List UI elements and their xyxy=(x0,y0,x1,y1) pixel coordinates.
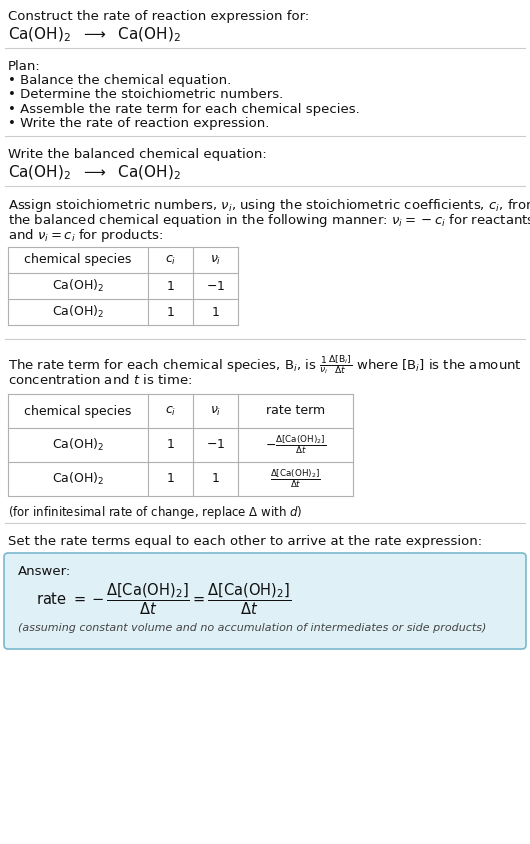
Text: 1: 1 xyxy=(211,473,219,485)
Text: (for infinitesimal rate of change, replace $\Delta$ with $d$): (for infinitesimal rate of change, repla… xyxy=(8,504,303,521)
Text: (assuming constant volume and no accumulation of intermediates or side products): (assuming constant volume and no accumul… xyxy=(18,623,487,633)
Text: 1: 1 xyxy=(166,306,174,318)
Text: Ca(OH)$_2$  $\longrightarrow$  Ca(OH)$_2$: Ca(OH)$_2$ $\longrightarrow$ Ca(OH)$_2$ xyxy=(8,164,181,182)
Text: Ca(OH)$_2$  $\longrightarrow$  Ca(OH)$_2$: Ca(OH)$_2$ $\longrightarrow$ Ca(OH)$_2$ xyxy=(8,25,181,44)
Text: and $\nu_i = c_i$ for products:: and $\nu_i = c_i$ for products: xyxy=(8,226,164,244)
Text: 1: 1 xyxy=(211,306,219,318)
Text: 1: 1 xyxy=(166,439,174,452)
Text: chemical species: chemical species xyxy=(24,253,131,267)
Text: Plan:: Plan: xyxy=(8,59,41,73)
Text: rate term: rate term xyxy=(266,404,325,418)
Text: $-\frac{\Delta[\mathrm{Ca(OH)_2}]}{\Delta t}$: $-\frac{\Delta[\mathrm{Ca(OH)_2}]}{\Delt… xyxy=(265,434,326,457)
Text: • Assemble the rate term for each chemical species.: • Assemble the rate term for each chemic… xyxy=(8,103,360,116)
Text: Set the rate terms equal to each other to arrive at the rate expression:: Set the rate terms equal to each other t… xyxy=(8,534,482,548)
Text: $\nu_i$: $\nu_i$ xyxy=(210,253,221,267)
Text: Construct the rate of reaction expression for:: Construct the rate of reaction expressio… xyxy=(8,10,309,23)
Text: rate $= -\dfrac{\Delta[\mathrm{Ca(OH)_2}]}{\Delta t} = \dfrac{\Delta[\mathrm{Ca(: rate $= -\dfrac{\Delta[\mathrm{Ca(OH)_2}… xyxy=(36,581,292,617)
Text: concentration and $t$ is time:: concentration and $t$ is time: xyxy=(8,374,192,387)
Text: $-1$: $-1$ xyxy=(206,439,225,452)
Text: Assign stoichiometric numbers, $\nu_i$, using the stoichiometric coefficients, $: Assign stoichiometric numbers, $\nu_i$, … xyxy=(8,197,530,214)
Text: chemical species: chemical species xyxy=(24,404,131,418)
Text: the balanced chemical equation in the following manner: $\nu_i = -c_i$ for react: the balanced chemical equation in the fo… xyxy=(8,212,530,229)
Text: Answer:: Answer: xyxy=(18,565,71,578)
Text: $-1$: $-1$ xyxy=(206,279,225,293)
Text: $c_i$: $c_i$ xyxy=(165,253,176,267)
FancyBboxPatch shape xyxy=(4,553,526,649)
Text: Ca(OH)$_2$: Ca(OH)$_2$ xyxy=(52,304,104,320)
Text: • Balance the chemical equation.: • Balance the chemical equation. xyxy=(8,74,231,87)
Text: $c_i$: $c_i$ xyxy=(165,404,176,418)
Text: $\frac{\Delta[\mathrm{Ca(OH)_2}]}{\Delta t}$: $\frac{\Delta[\mathrm{Ca(OH)_2}]}{\Delta… xyxy=(270,468,321,490)
Text: • Write the rate of reaction expression.: • Write the rate of reaction expression. xyxy=(8,117,269,131)
Text: Write the balanced chemical equation:: Write the balanced chemical equation: xyxy=(8,148,267,161)
Text: $\nu_i$: $\nu_i$ xyxy=(210,404,221,418)
Text: Ca(OH)$_2$: Ca(OH)$_2$ xyxy=(52,437,104,453)
Text: Ca(OH)$_2$: Ca(OH)$_2$ xyxy=(52,471,104,487)
Text: • Determine the stoichiometric numbers.: • Determine the stoichiometric numbers. xyxy=(8,89,283,101)
Text: 1: 1 xyxy=(166,473,174,485)
Text: The rate term for each chemical species, B$_i$, is $\frac{1}{\nu_i}\frac{\Delta[: The rate term for each chemical species,… xyxy=(8,353,522,376)
Text: Ca(OH)$_2$: Ca(OH)$_2$ xyxy=(52,278,104,294)
Text: 1: 1 xyxy=(166,279,174,293)
